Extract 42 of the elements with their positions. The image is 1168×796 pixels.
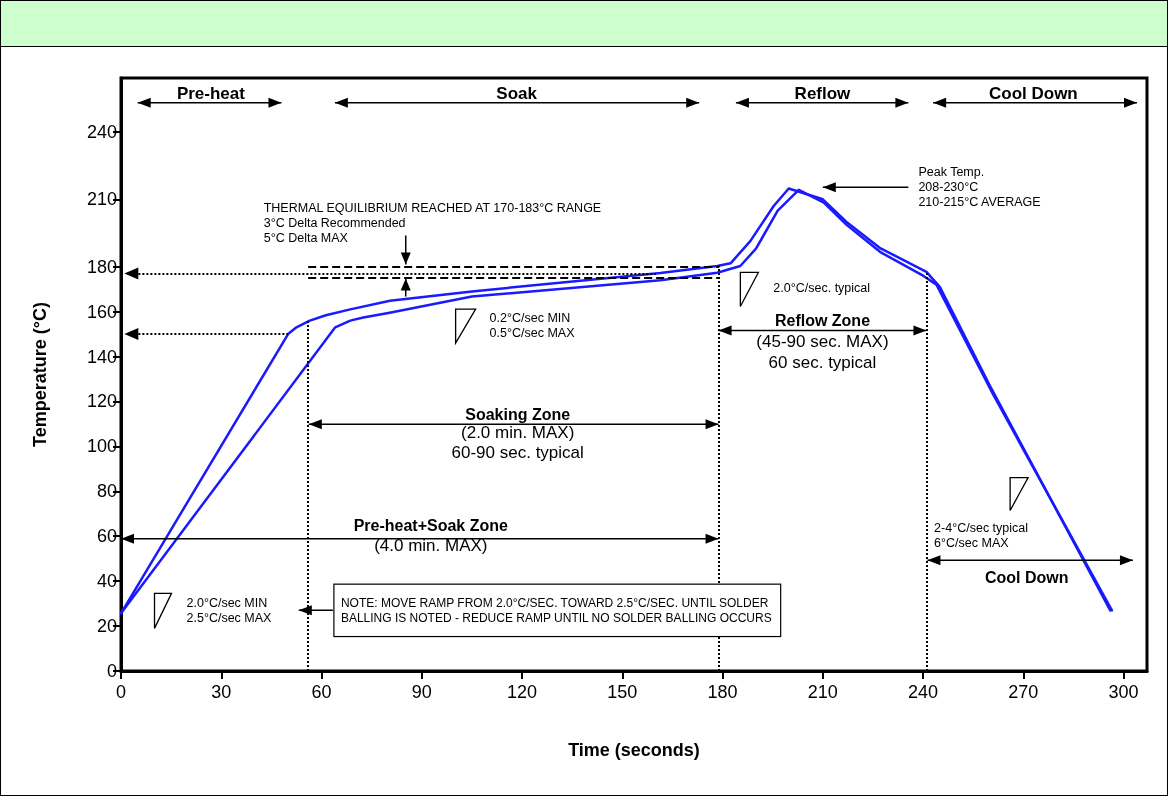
- y-tick-label: 120: [86, 391, 117, 412]
- x-tick-label: 60: [311, 682, 332, 702]
- annotation: (45-90 sec. MAX) 60 sec. typical: [756, 332, 889, 372]
- y-tick-label: 60: [96, 526, 117, 547]
- y-axis-title: Temperature (°C): [30, 302, 50, 447]
- y-tick-label: 240: [86, 121, 117, 142]
- annotation: Pre-heat+Soak Zone: [353, 517, 509, 535]
- x-tick-label: 30: [211, 682, 232, 702]
- x-tick-label: 150: [607, 682, 638, 702]
- annotation: THERMAL EQUILIBRIUM REACHED AT 170-183°C RANGE 3°C Delta Recommended 5°C Delta MAX: [263, 200, 602, 245]
- annotation: Peak Temp. 208-230°C 210-215°C AVERAGE: [918, 165, 1041, 210]
- annotation: 2-4°C/sec typical 6°C/sec MAX: [934, 521, 1029, 551]
- y-tick-label: 160: [86, 301, 117, 322]
- x-tick-label: 210: [807, 682, 838, 702]
- y-tick-label: 0: [106, 661, 117, 681]
- annotation: (2.0 min. MAX) 60-90 sec. typical: [451, 423, 584, 463]
- annotation: 0.2°C/sec MIN 0.5°C/sec MAX: [489, 310, 576, 340]
- annotation: 2.0°C/sec MIN 2.5°C/sec MAX: [186, 595, 273, 625]
- x-axis-title: Time (seconds): [568, 740, 700, 760]
- annotation: 2.0°C/sec. typical: [773, 281, 871, 296]
- annotation: (4.0 min. MAX): [374, 535, 488, 555]
- annotation: Soaking Zone: [465, 405, 571, 423]
- y-tick-label: 80: [96, 481, 117, 502]
- y-tick-label: 40: [96, 571, 117, 592]
- annotation: Soak: [496, 84, 538, 104]
- annotation: NOTE: MOVE RAMP FROM 2.0°C/SEC. TOWARD 2.5°C/SEC. UNTIL SOLDER BALLING IS NOTED - REDUCE RAMP UNTIL NO SOLDER BALLING OCCURS: [340, 596, 772, 625]
- annotation: Cool Down: [988, 84, 1078, 104]
- y-tick-label: 210: [86, 189, 117, 210]
- y-tick-label: 20: [96, 616, 117, 637]
- y-tick-label: 100: [86, 436, 117, 457]
- x-tick-label: 120: [507, 682, 538, 702]
- y-tick-label: 140: [86, 346, 117, 367]
- y-tick-label: 180: [86, 256, 117, 277]
- x-tick-label: 240: [908, 682, 939, 702]
- annotation: Reflow Zone: [774, 312, 871, 330]
- x-tick-label: 300: [1108, 682, 1139, 702]
- x-tick-label: 90: [411, 682, 432, 702]
- x-tick-label: 180: [707, 682, 738, 702]
- x-tick-label: 270: [1008, 682, 1039, 702]
- annotation: Pre-heat: [176, 84, 246, 104]
- annotation: Cool Down: [984, 568, 1069, 586]
- annotation: Reflow: [794, 84, 852, 104]
